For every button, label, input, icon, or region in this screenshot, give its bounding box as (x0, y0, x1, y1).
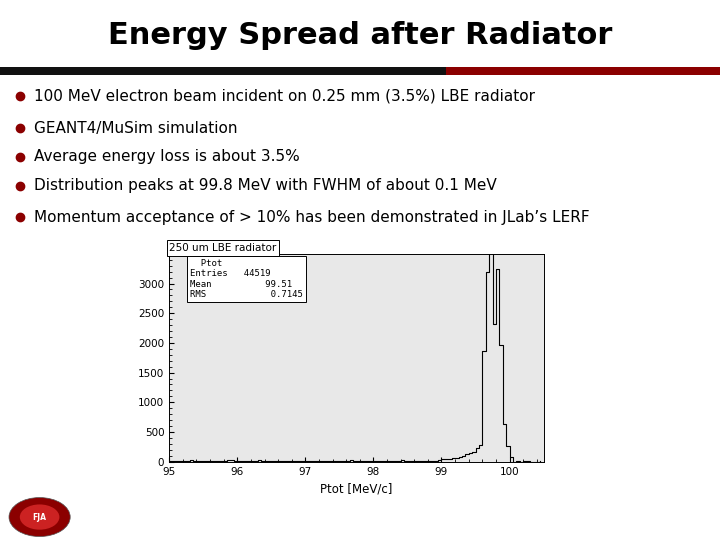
Ellipse shape (9, 497, 71, 537)
Text: FJA: FJA (32, 512, 47, 522)
Ellipse shape (19, 504, 60, 530)
Text: Jefferson Lab: Jefferson Lab (578, 510, 682, 524)
X-axis label: Ptot [MeV/c]: Ptot [MeV/c] (320, 482, 392, 495)
Text: Average energy loss is about 3.5%: Average energy loss is about 3.5% (34, 150, 300, 164)
Text: Distribution peaks at 99.8 MeV with FWHM of about 0.1 MeV: Distribution peaks at 99.8 MeV with FWHM… (34, 178, 497, 193)
Bar (0, 67, 446, 75)
Bar (446, 67, 720, 75)
Text: Ptot
Entries   44519
Mean          99.51
RMS            0.7145: Ptot Entries 44519 Mean 99.51 RMS 0.7145 (190, 259, 302, 299)
Text: 250 um LBE radiator: 250 um LBE radiator (169, 243, 276, 253)
Text: 100 MeV electron beam incident on 0.25 mm (3.5%) LBE radiator: 100 MeV electron beam incident on 0.25 m… (34, 89, 535, 104)
Text: AccApp'17, Quebec City, QC, Canada
July 31, 2017: AccApp'17, Quebec City, QC, Canada July … (126, 504, 307, 528)
Text: Energy Spread after Radiator: Energy Spread after Radiator (108, 21, 612, 50)
Text: 10: 10 (352, 510, 368, 524)
Text: Momentum acceptance of > 10% has been demonstrated in JLab’s LERF: Momentum acceptance of > 10% has been de… (34, 210, 590, 225)
Text: GEANT4/MuSim simulation: GEANT4/MuSim simulation (34, 120, 238, 136)
